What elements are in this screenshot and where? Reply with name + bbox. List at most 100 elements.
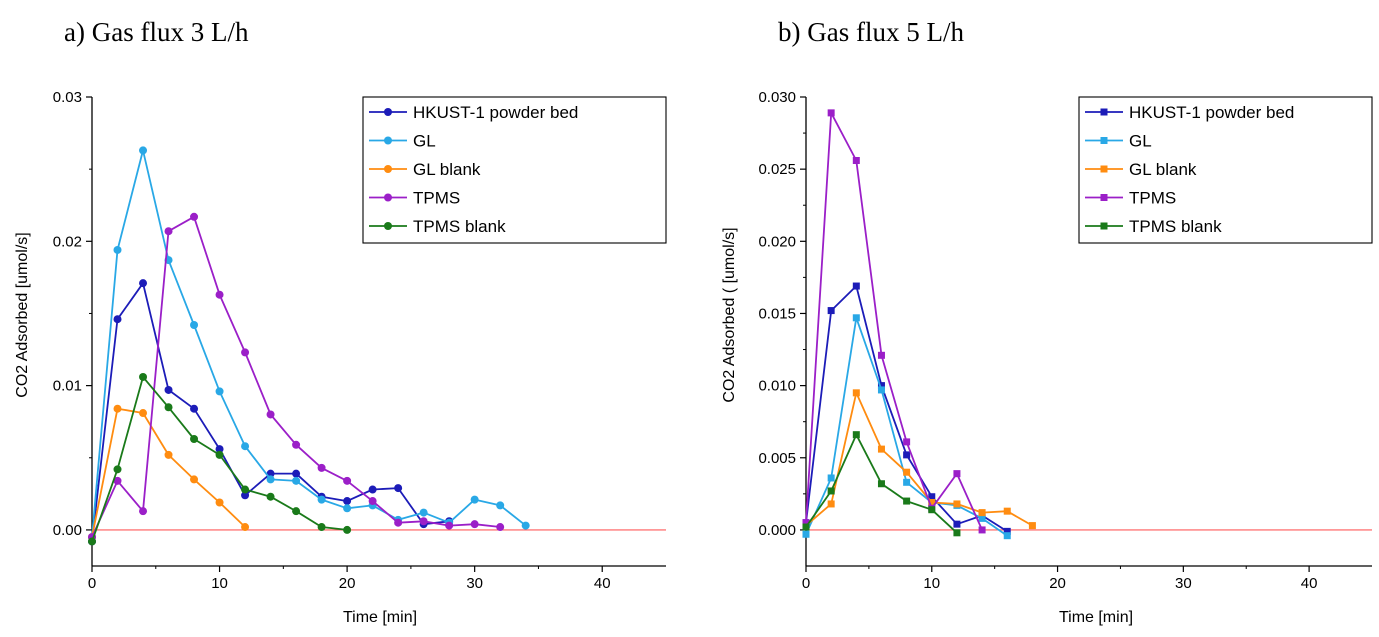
panel-a-legend-marker: [384, 136, 392, 145]
panel-a-x-tick-label: 40: [594, 575, 611, 592]
panel-b-data-point: [802, 519, 810, 527]
panel-a-data-point: [139, 372, 148, 381]
panel-b-y-tick-label: 0.020: [758, 233, 796, 250]
panel-a-legend-marker: [384, 193, 392, 202]
panel-b-data-point: [978, 526, 986, 534]
panel-a-y-axis-label: CO2 Adsorbed [umol/s]: [14, 232, 31, 397]
panel-b-data-point: [978, 514, 986, 522]
panel-b-data-point: [877, 351, 885, 359]
panel-b-legend-marker: [1100, 222, 1108, 230]
panel-a-data-point: [215, 450, 224, 459]
panel-b-data-point: [1003, 507, 1011, 515]
panel-a-y-tick-label: 0.01: [53, 378, 82, 395]
panel-a-x-tick-label: 0: [88, 575, 96, 592]
panel-b-y-tick-label: 0.000: [758, 522, 796, 539]
panel-b-x-tick-label: 10: [923, 575, 940, 592]
panel-a-x-tick-label: 10: [211, 575, 228, 592]
panel-a-data-point: [190, 321, 199, 330]
panel-b-y-tick-label: 0.030: [758, 89, 796, 106]
panel-a-data-point: [164, 227, 173, 236]
panel-a-data-point: [368, 497, 377, 506]
panel-a-data-point: [470, 495, 479, 504]
panel-a-title: a) Gas flux 3 L/h: [64, 17, 249, 47]
panel-a-legend-label: GL blank: [413, 160, 481, 179]
panel-a-legend-marker: [384, 108, 392, 116]
panel-a-series-line: [91, 149, 527, 538]
panel-a-data-point: [113, 404, 122, 413]
panel-a-data-point: [470, 520, 479, 529]
panel-a-x-tick-label: 30: [466, 575, 483, 592]
panel-b-data-point: [852, 314, 860, 322]
panel-b-legend-label: TPMS blank: [1129, 217, 1222, 236]
panel-b-data-point: [928, 506, 936, 514]
panel-b-data-point: [1028, 522, 1036, 530]
panel-b-legend-label: GL blank: [1129, 160, 1197, 179]
panel-a-data-point: [241, 348, 250, 357]
panel-b-data-point: [877, 445, 885, 453]
panel-a-data-point: [241, 442, 250, 451]
panel-b-data-point: [953, 500, 961, 508]
panel-b-data-point: [827, 109, 835, 117]
panel-b-data-point: [953, 529, 961, 537]
panel-a-x-tick-label: 20: [339, 575, 356, 592]
panel-a-data-point: [266, 492, 275, 501]
panel-b-y-tick-label: 0.015: [758, 305, 796, 322]
panel-a-data-point: [241, 485, 250, 494]
panel-b-series-line: [805, 112, 983, 531]
panel-b-series-line: [805, 285, 1008, 533]
panel-a-data-point: [215, 445, 224, 454]
panel-a-data-point: [343, 497, 352, 506]
panel-a-data-point: [113, 465, 122, 474]
panel-a-data-point: [215, 387, 224, 396]
panel-a-data-point: [113, 476, 122, 485]
panel-b-data-point: [928, 493, 936, 501]
panel-b-data-point: [928, 499, 936, 507]
panel-a-data-point: [139, 409, 148, 418]
panel-a-data-point: [343, 504, 352, 513]
panel-b-data-point: [953, 470, 961, 478]
panel-a-legend-label: TPMS: [413, 189, 460, 208]
panel-a-data-point: [317, 495, 326, 504]
panel-a-data-point: [292, 507, 301, 516]
panel-b-data-point: [827, 474, 835, 482]
panel-a-data-point: [164, 385, 173, 394]
panel-b-legend-marker: [1100, 194, 1108, 201]
panel-b-data-point: [903, 497, 911, 505]
panel-a-data-point: [139, 279, 148, 288]
panel-a-legend-label: GL: [413, 132, 436, 151]
panel-b-legend-label: GL: [1129, 132, 1152, 151]
panel-a-data-point: [368, 485, 377, 494]
panel-a-data-point: [266, 410, 275, 419]
panel-a-data-point: [343, 476, 352, 485]
panel-b-data-point: [903, 478, 911, 486]
panel-a-legend-marker: [384, 165, 392, 173]
panel-b-data-point: [903, 468, 911, 476]
panel-a-data-point: [139, 507, 148, 516]
panel-a-data-point: [419, 517, 428, 526]
panel-a-data-point: [241, 491, 250, 500]
panel-a-legend-box: [362, 96, 667, 244]
panel-a-series-gl-blank: [88, 404, 250, 542]
panel-a-data-point: [394, 484, 403, 493]
panel-a-data-point: [292, 476, 301, 485]
panel-a-data-point: [190, 212, 199, 221]
panel-a-data-point: [190, 475, 199, 484]
panel-b-series-line: [805, 391, 1033, 527]
panel-a-data-point: [317, 463, 326, 472]
panel-b-data-point: [852, 431, 860, 439]
panel-a-data-point: [419, 508, 428, 517]
panel-b-data-point: [903, 438, 911, 446]
panel-b-x-tick-label: 0: [802, 575, 810, 592]
panel-b: b) Gas flux 5 L/h Time [min] CO2 Adsorbe…: [721, 17, 1373, 626]
panel-b-x-tick-label: 30: [1175, 575, 1192, 592]
panel-a-series-tpms-blank: [88, 372, 352, 546]
panel-a-data-point: [266, 475, 275, 484]
panel-a-data-point: [113, 315, 122, 324]
panel-b-data-point: [1003, 532, 1011, 540]
panel-b-data-point: [827, 500, 835, 508]
panel-a-data-point: [343, 525, 352, 534]
panel-b-legend: HKUST-1 powder bed GL GL blank TPMS TPMS bla…: [1078, 96, 1373, 244]
panel-a-data-point: [521, 521, 530, 530]
panel-b-data-point: [802, 530, 810, 538]
